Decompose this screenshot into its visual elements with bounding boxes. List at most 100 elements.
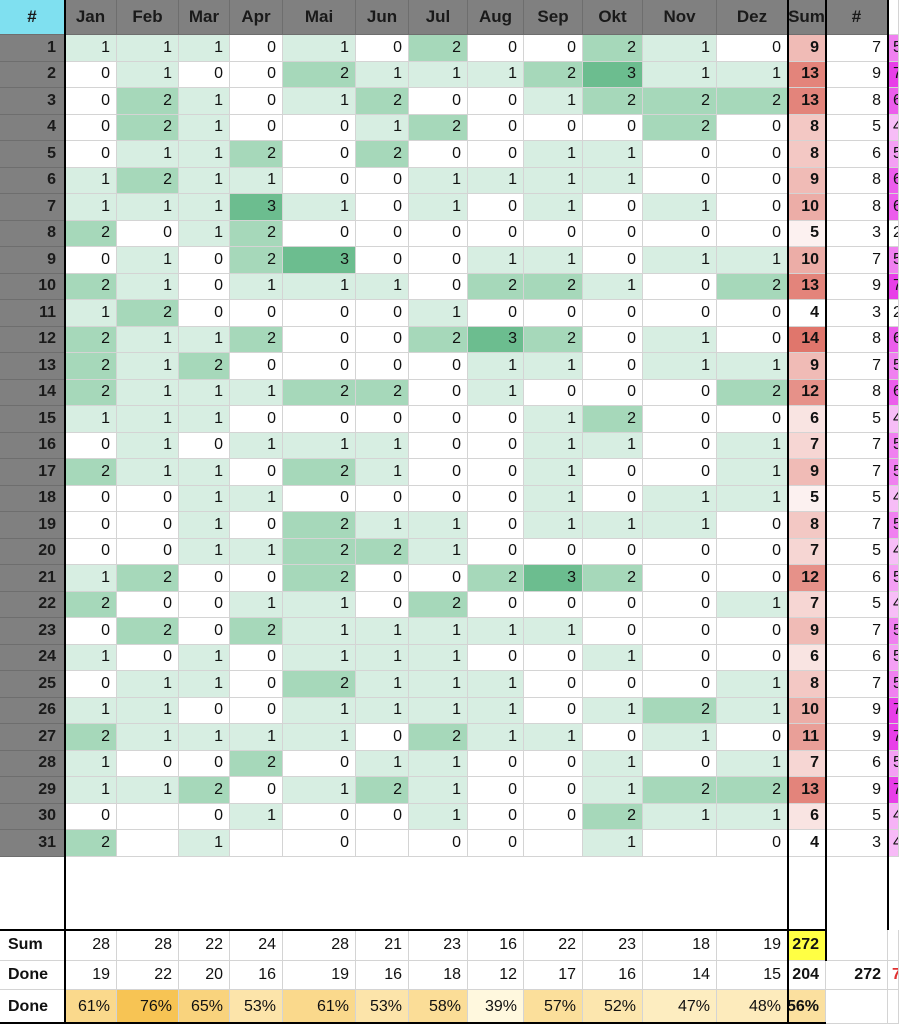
row-percent-cell[interactable]: 75% <box>888 61 899 88</box>
table-cell[interactable]: 0 <box>230 406 283 433</box>
table-cell[interactable]: 0 <box>643 459 717 486</box>
table-cell[interactable]: 0 <box>468 591 524 618</box>
table-cell[interactable]: 0 <box>65 61 117 88</box>
row-count-cell[interactable]: 3 <box>826 300 888 327</box>
table-cell[interactable]: 0 <box>468 538 524 565</box>
column-header-dez[interactable]: Dez <box>717 0 788 35</box>
table-cell[interactable]: 0 <box>468 114 524 141</box>
table-cell[interactable]: 0 <box>409 353 468 380</box>
table-cell[interactable]: 0 <box>643 538 717 565</box>
row-count-cell[interactable]: 8 <box>826 88 888 115</box>
table-cell[interactable]: 0 <box>524 803 583 830</box>
row-count-cell[interactable]: 3 <box>826 830 888 857</box>
table-cell[interactable]: 3 <box>583 61 643 88</box>
row-count-cell[interactable]: 5 <box>826 803 888 830</box>
table-cell[interactable]: 1 <box>283 273 356 300</box>
footer-done-pct-cell[interactable]: 61% <box>283 990 356 1024</box>
footer-done-cell[interactable]: 18 <box>409 961 468 990</box>
footer-done-pct-cell[interactable]: 39% <box>468 990 524 1024</box>
row-percent-cell[interactable]: 58% <box>888 353 899 380</box>
table-cell[interactable]: 1 <box>356 750 409 777</box>
table-cell[interactable]: 0 <box>65 512 117 539</box>
table-cell[interactable] <box>643 830 717 857</box>
table-cell[interactable]: 2 <box>409 326 468 353</box>
table-cell[interactable]: 0 <box>65 141 117 168</box>
table-cell[interactable]: 1 <box>283 432 356 459</box>
footer-done-cell[interactable]: 20 <box>179 961 230 990</box>
table-cell[interactable]: 1 <box>356 644 409 671</box>
table-cell[interactable]: 2 <box>65 220 117 247</box>
row-sum-cell[interactable]: 10 <box>788 697 826 724</box>
table-cell[interactable]: 0 <box>356 353 409 380</box>
row-percent-cell[interactable]: 67% <box>888 194 899 221</box>
row-header[interactable]: 12 <box>0 326 65 353</box>
row-count-cell[interactable]: 7 <box>826 459 888 486</box>
table-cell[interactable]: 1 <box>117 247 179 274</box>
table-cell[interactable]: 2 <box>643 697 717 724</box>
row-header[interactable]: 24 <box>0 644 65 671</box>
table-cell[interactable]: 0 <box>179 697 230 724</box>
table-cell[interactable]: 1 <box>468 724 524 751</box>
row-sum-cell[interactable]: 7 <box>788 591 826 618</box>
table-cell[interactable]: 2 <box>230 220 283 247</box>
footer-done-count[interactable]: 272 <box>826 961 888 990</box>
table-cell[interactable]: 0 <box>179 591 230 618</box>
row-percent-cell[interactable]: 58% <box>888 512 899 539</box>
table-cell[interactable]: 1 <box>283 618 356 645</box>
table-cell[interactable]: 1 <box>717 353 788 380</box>
table-cell[interactable]: 1 <box>65 406 117 433</box>
table-cell[interactable]: 1 <box>356 114 409 141</box>
row-count-cell[interactable]: 9 <box>826 61 888 88</box>
table-cell[interactable]: 2 <box>65 459 117 486</box>
table-cell[interactable]: 2 <box>179 353 230 380</box>
table-cell[interactable]: 0 <box>179 803 230 830</box>
table-cell[interactable]: 2 <box>409 724 468 751</box>
column-header-jun[interactable]: Jun <box>356 0 409 35</box>
table-cell[interactable]: 1 <box>356 61 409 88</box>
table-cell[interactable]: 1 <box>117 194 179 221</box>
table-cell[interactable]: 1 <box>524 88 583 115</box>
table-cell[interactable]: 0 <box>468 644 524 671</box>
table-cell[interactable]: 0 <box>468 512 524 539</box>
table-cell[interactable]: 0 <box>283 803 356 830</box>
table-cell[interactable]: 0 <box>524 114 583 141</box>
table-cell[interactable]: 0 <box>524 300 583 327</box>
table-cell[interactable]: 0 <box>356 326 409 353</box>
row-count-cell[interactable]: 7 <box>826 247 888 274</box>
table-cell[interactable]: 0 <box>409 830 468 857</box>
row-sum-cell[interactable]: 4 <box>788 830 826 857</box>
table-cell[interactable]: 1 <box>179 141 230 168</box>
row-percent-cell[interactable]: 42% <box>888 485 899 512</box>
table-cell[interactable]: 2 <box>583 35 643 62</box>
table-cell[interactable]: 0 <box>717 618 788 645</box>
table-cell[interactable]: 1 <box>283 194 356 221</box>
row-percent-cell[interactable]: 75% <box>888 777 899 804</box>
row-count-cell[interactable]: 6 <box>826 565 888 592</box>
table-cell[interactable]: 1 <box>230 379 283 406</box>
table-cell[interactable]: 3 <box>468 326 524 353</box>
row-percent-cell[interactable]: 42% <box>888 406 899 433</box>
table-cell[interactable]: 1 <box>524 459 583 486</box>
table-cell[interactable]: 0 <box>283 353 356 380</box>
table-cell[interactable]: 0 <box>65 485 117 512</box>
row-count-cell[interactable]: 9 <box>826 697 888 724</box>
row-sum-cell[interactable]: 6 <box>788 644 826 671</box>
table-cell[interactable]: 2 <box>356 538 409 565</box>
table-cell[interactable]: 1 <box>409 644 468 671</box>
table-cell[interactable]: 1 <box>583 432 643 459</box>
footer-done-pct-cell[interactable]: 58% <box>409 990 468 1024</box>
footer-sum-cell[interactable]: 18 <box>643 930 717 961</box>
table-cell[interactable]: 0 <box>583 618 643 645</box>
footer-done-cell[interactable]: 14 <box>643 961 717 990</box>
table-cell[interactable]: 2 <box>283 565 356 592</box>
table-cell[interactable]: 1 <box>65 35 117 62</box>
table-cell[interactable]: 1 <box>117 379 179 406</box>
table-cell[interactable]: 1 <box>468 697 524 724</box>
table-cell[interactable]: 1 <box>356 697 409 724</box>
empty-header-cell[interactable] <box>888 0 899 35</box>
table-cell[interactable]: 0 <box>179 432 230 459</box>
table-cell[interactable]: 1 <box>717 591 788 618</box>
table-cell[interactable]: 2 <box>717 777 788 804</box>
footer-sum-cell[interactable]: 23 <box>409 930 468 961</box>
footer-done-cell[interactable]: 19 <box>65 961 117 990</box>
